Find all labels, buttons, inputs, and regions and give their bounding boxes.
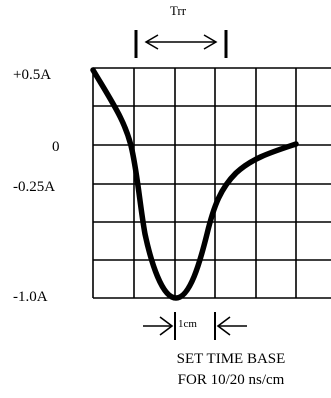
scale-right-arrow-head xyxy=(216,316,231,336)
caption: SET TIME BASE FOR 10/20 ns/cm xyxy=(177,351,286,388)
recovery-waveform xyxy=(90,67,299,301)
y-axis-labels: +0.5A 0 -0.25A -1.0A xyxy=(13,67,60,305)
caption-line-2: FOR 10/20 ns/cm xyxy=(178,372,285,388)
scale-label: 1cm xyxy=(178,318,197,330)
trr-arrow-right-head xyxy=(203,34,218,50)
caption-line-1: SET TIME BASE xyxy=(177,351,286,367)
y-label-zero: 0 xyxy=(52,139,60,155)
trr-measurement: Trr xyxy=(134,3,228,58)
grid xyxy=(92,67,331,299)
y-label-bottom: -1.0A xyxy=(13,289,48,305)
y-label-mid: -0.25A xyxy=(13,179,55,195)
trr-label: Trr xyxy=(170,3,187,18)
y-label-top: +0.5A xyxy=(13,67,51,83)
scale-left-arrow-head xyxy=(159,316,174,336)
scale-indicator: 1cm xyxy=(143,312,247,340)
trr-arrow-left-head xyxy=(144,34,159,50)
